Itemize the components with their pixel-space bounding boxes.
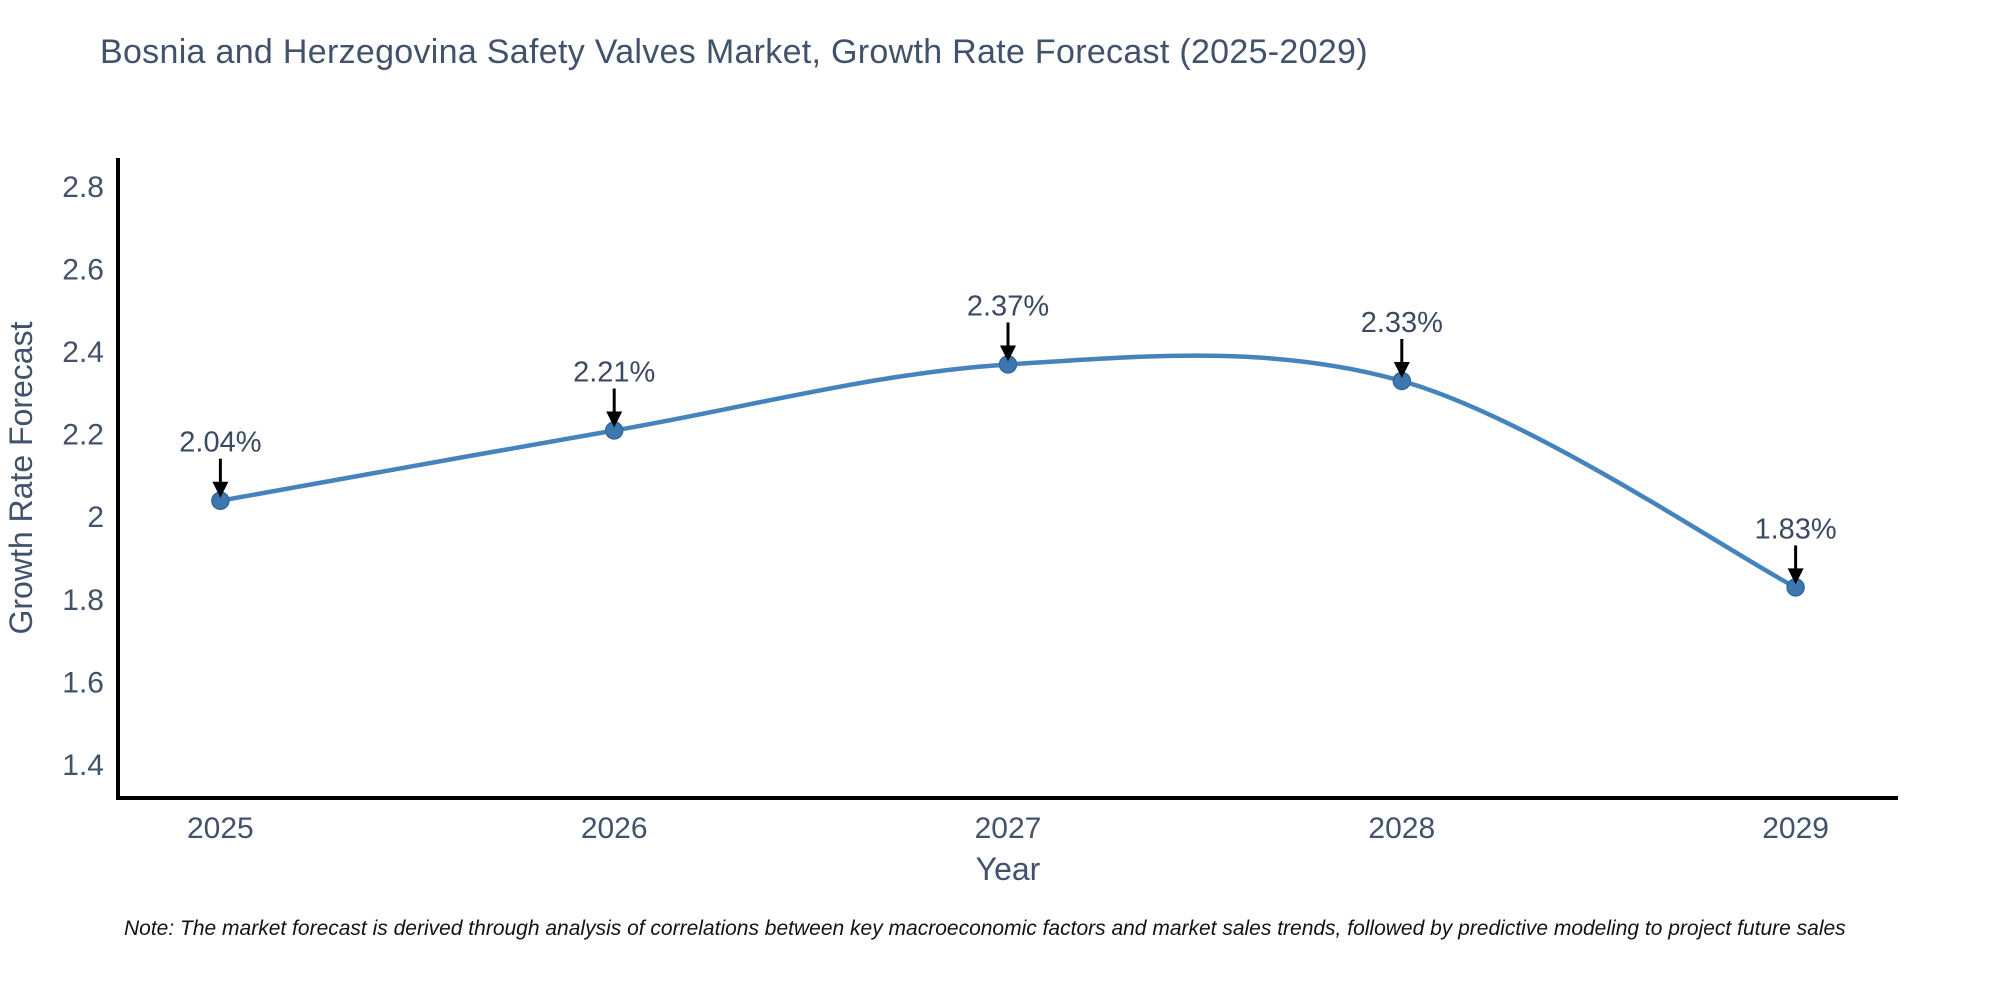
y-tick-label: 2 <box>87 501 104 534</box>
y-tick-label: 2.8 <box>62 171 104 204</box>
x-tick-label: 2029 <box>1762 812 1829 845</box>
series-line <box>218 353 1798 590</box>
x-axis-title: Year <box>976 851 1041 887</box>
x-tick-label: 2027 <box>975 812 1042 845</box>
x-tick-label: 2026 <box>581 812 648 845</box>
annotation-arrow-head <box>1393 361 1410 378</box>
y-tick-label: 2.4 <box>62 336 104 369</box>
y-tick-label: 1.4 <box>62 749 104 782</box>
annotation-arrow-head <box>212 481 229 498</box>
point-value-label: 2.04% <box>179 427 261 459</box>
point-value-label: 1.83% <box>1754 513 1836 545</box>
point-value-label: 2.21% <box>573 357 655 389</box>
y-tick-label: 1.6 <box>62 666 104 699</box>
annotation-arrow-head <box>1787 568 1804 585</box>
chart-footnote: Note: The market forecast is derived thr… <box>124 917 1846 940</box>
x-tick-label: 2028 <box>1368 812 1435 845</box>
y-tick-label: 2.2 <box>62 419 104 452</box>
annotation-arrow-head <box>1000 345 1016 362</box>
y-tick-label: 1.8 <box>62 584 104 617</box>
y-axis-title: Growth Rate Forecast <box>3 321 39 634</box>
chart-title: Bosnia and Herzegovina Safety Valves Mar… <box>100 33 1368 71</box>
point-value-label: 2.33% <box>1361 307 1443 339</box>
annotation-arrow-head <box>606 411 623 428</box>
y-tick-label: 2.6 <box>62 253 104 286</box>
x-tick-label: 2025 <box>187 812 254 845</box>
point-value-label: 2.37% <box>967 290 1049 322</box>
